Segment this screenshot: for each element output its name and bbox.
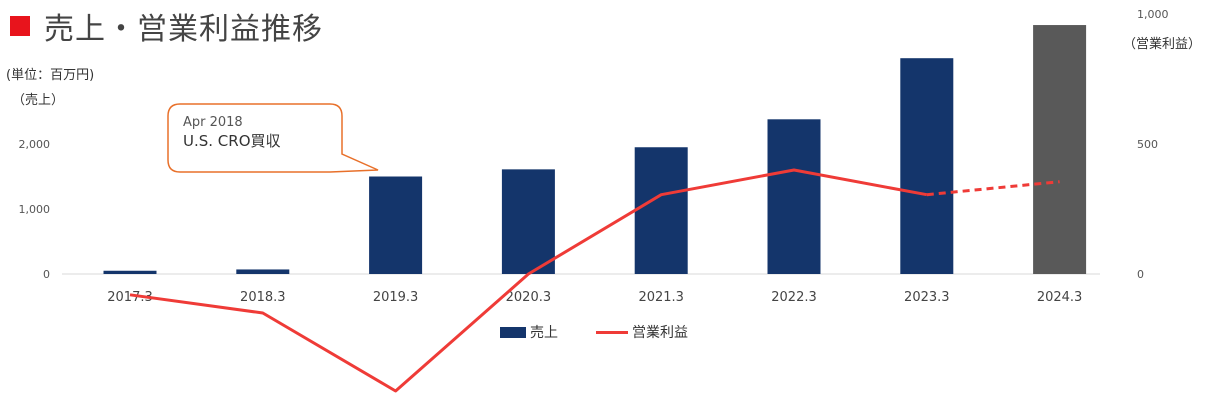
legend: 売上 営業利益 bbox=[500, 322, 726, 342]
left-tick-label: 2,000 bbox=[19, 138, 51, 151]
chart-title: 売上・営業利益推移 bbox=[10, 6, 323, 47]
left-axis-label: （売上） bbox=[12, 93, 65, 108]
x-tick-label: 2017.3 bbox=[107, 290, 153, 305]
x-tick-label: 2022.3 bbox=[771, 290, 817, 305]
callout-event: U.S. CRO買収 bbox=[183, 132, 281, 150]
legend-label-sales: 売上 bbox=[530, 325, 558, 341]
title-marker-icon bbox=[10, 16, 30, 36]
legend-item-sales: 売上 bbox=[500, 322, 558, 342]
legend-label-operating-profit: 営業利益 bbox=[632, 325, 688, 341]
sales-bar bbox=[900, 58, 954, 275]
callout-bubble bbox=[167, 103, 379, 173]
x-tick-label: 2024.3 bbox=[1037, 290, 1083, 305]
operating-profit-line bbox=[129, 168, 928, 393]
sales-bar bbox=[1033, 25, 1087, 274]
acquisition-callout: Apr 2018 U.S. CRO買収 bbox=[167, 103, 379, 173]
right-axis-label: （営業利益） bbox=[1123, 37, 1202, 52]
sales-bar bbox=[103, 270, 157, 274]
x-tick-label: 2023.3 bbox=[904, 290, 950, 305]
operating-profit-forecast-line bbox=[926, 180, 1060, 197]
left-tick-label: 0 bbox=[43, 268, 50, 281]
right-tick-label: 0 bbox=[1137, 268, 1144, 281]
legend-bar-swatch bbox=[500, 326, 526, 338]
x-tick-label: 2018.3 bbox=[240, 290, 286, 305]
sales-bar bbox=[501, 169, 555, 274]
unit-label: (単位：百万円) bbox=[6, 68, 95, 83]
sales-bar bbox=[767, 119, 821, 274]
right-tick-label: 500 bbox=[1137, 138, 1158, 151]
sales-bar bbox=[369, 176, 423, 274]
x-tick-label: 2020.3 bbox=[506, 290, 552, 305]
x-tick-label: 2019.3 bbox=[373, 290, 419, 305]
left-tick-label: 1,000 bbox=[19, 203, 51, 216]
legend-line-swatch bbox=[596, 330, 628, 334]
sales-bar bbox=[634, 147, 688, 274]
sales-bar bbox=[236, 269, 290, 274]
legend-item-operating-profit: 営業利益 bbox=[596, 322, 688, 342]
callout-date: Apr 2018 bbox=[183, 115, 243, 130]
title-text: 売上・営業利益推移 bbox=[44, 12, 323, 47]
x-tick-label: 2021.3 bbox=[638, 290, 684, 305]
right-tick-label: 1,000 bbox=[1137, 8, 1169, 21]
